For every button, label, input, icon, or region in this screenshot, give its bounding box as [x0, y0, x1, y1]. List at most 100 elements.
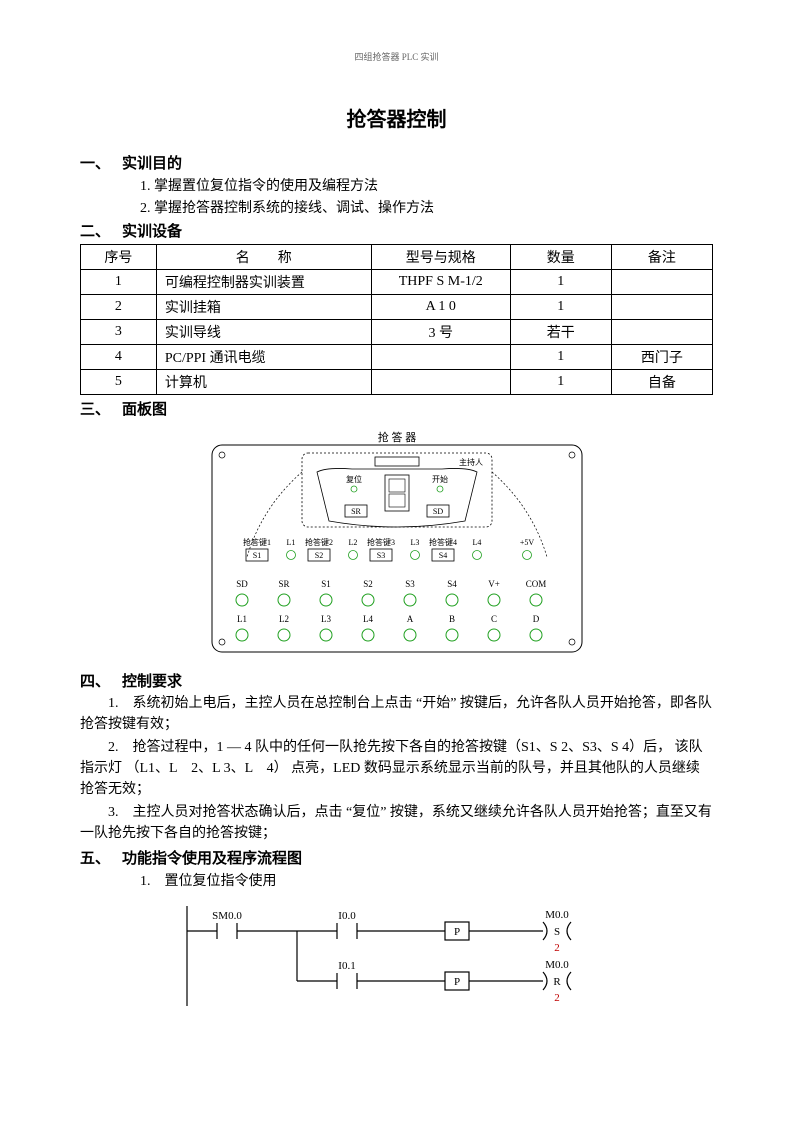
svg-text:复位: 复位 — [346, 474, 362, 484]
svg-text:S4: S4 — [447, 579, 457, 589]
svg-text:SR: SR — [351, 507, 361, 516]
svg-text:I0.0: I0.0 — [338, 910, 356, 922]
table-cell — [611, 270, 712, 295]
table-cell: 2 — [81, 295, 157, 320]
table-cell: 自备 — [611, 370, 712, 395]
s1-item-2: 2. 掌握抢答器控制系统的接线、调试、操作方法 — [140, 197, 713, 217]
svg-text:V+: V+ — [488, 579, 500, 589]
table-cell — [371, 370, 510, 395]
table-cell: 1 — [510, 295, 611, 320]
section-5-title: 功能指令使用及程序流程图 — [122, 851, 302, 867]
section-4-title: 控制要求 — [122, 674, 182, 690]
svg-text:C: C — [490, 614, 496, 624]
table-cell: 西门子 — [611, 345, 712, 370]
panel-diagram: 抢 答 器主持人复位开始SRSD抢答键1S1L1抢答键2S2L2抢答键3S3L3… — [80, 427, 713, 662]
svg-text:S1: S1 — [321, 579, 331, 589]
svg-text:SD: SD — [432, 507, 442, 516]
svg-text:SR: SR — [278, 579, 289, 589]
ladder-diagram: SM0.0I0.0PSM0.02I0.1PRM0.02 — [80, 896, 713, 1021]
svg-text:L4: L4 — [472, 538, 481, 547]
page-header: 四组抢答器 PLC 实训 — [80, 50, 713, 63]
svg-text:抢答键1: 抢答键1 — [243, 537, 271, 547]
section-5-num: 五、 — [80, 847, 122, 868]
table-row: 2实训挂箱A 1 01 — [81, 295, 713, 320]
svg-text:S2: S2 — [314, 551, 322, 560]
table-header: 序号 — [81, 245, 157, 270]
table-cell: 实训挂箱 — [156, 295, 371, 320]
svg-text:L2: L2 — [348, 538, 357, 547]
section-2-heading: 二、实训设备 — [80, 220, 713, 241]
section-1-heading: 一、实训目的 — [80, 152, 713, 173]
s1-item-1: 1. 掌握置位复位指令的使用及编程方法 — [140, 175, 713, 195]
table-row: 5计算机 1自备 — [81, 370, 713, 395]
section-1-num: 一、 — [80, 152, 122, 173]
table-cell — [611, 295, 712, 320]
table-cell: 实训导线 — [156, 320, 371, 345]
svg-text:S3: S3 — [376, 551, 384, 560]
svg-text:L2: L2 — [279, 614, 289, 624]
section-1-title: 实训目的 — [122, 156, 182, 172]
table-cell: 1 — [81, 270, 157, 295]
table-cell: 若干 — [510, 320, 611, 345]
s5-item-1: 1. 置位复位指令使用 — [140, 870, 713, 890]
table-cell: 3 号 — [371, 320, 510, 345]
svg-text:抢答键2: 抢答键2 — [305, 537, 333, 547]
svg-text:S4: S4 — [438, 551, 446, 560]
table-row: 4PC/PPI 通讯电缆1西门子 — [81, 345, 713, 370]
svg-text:L1: L1 — [286, 538, 295, 547]
section-2-title: 实训设备 — [122, 224, 182, 240]
svg-text:S: S — [553, 926, 559, 938]
table-cell: A 1 0 — [371, 295, 510, 320]
table-cell: 4 — [81, 345, 157, 370]
s4-p2: 2. 抢答过程中，1 — 4 队中的任何一队抢先按下各自的抢答按键（S1、S 2… — [80, 737, 713, 800]
section-4-heading: 四、控制要求 — [80, 670, 713, 691]
svg-text:2: 2 — [554, 992, 560, 1004]
section-5-heading: 五、功能指令使用及程序流程图 — [80, 847, 713, 868]
table-cell: 1 — [510, 370, 611, 395]
svg-text:M0.0: M0.0 — [545, 909, 569, 921]
svg-text:P: P — [453, 926, 459, 938]
svg-text:B: B — [448, 614, 454, 624]
table-cell: THPF S M-1/2 — [371, 270, 510, 295]
svg-text:抢 答 器: 抢 答 器 — [377, 430, 416, 444]
table-row: 3实训导线3 号若干 — [81, 320, 713, 345]
section-3-title: 面板图 — [122, 402, 167, 418]
table-header: 名 称 — [156, 245, 371, 270]
table-header: 型号与规格 — [371, 245, 510, 270]
section-4-num: 四、 — [80, 670, 122, 691]
table-cell: 5 — [81, 370, 157, 395]
svg-text:L1: L1 — [237, 614, 247, 624]
svg-text:开始: 开始 — [432, 474, 448, 484]
svg-text:A: A — [406, 614, 413, 624]
svg-text:D: D — [532, 614, 539, 624]
table-header: 备注 — [611, 245, 712, 270]
section-3-num: 三、 — [80, 398, 122, 419]
svg-text:SD: SD — [236, 579, 248, 589]
main-title: 抢答器控制 — [80, 103, 713, 132]
svg-text:S1: S1 — [252, 551, 260, 560]
table-cell: 1 — [510, 345, 611, 370]
svg-text:L3: L3 — [321, 614, 331, 624]
svg-text:COM: COM — [525, 579, 546, 589]
svg-text:S3: S3 — [405, 579, 415, 589]
table-cell: 计算机 — [156, 370, 371, 395]
svg-text:P: P — [453, 976, 459, 988]
table-cell: 3 — [81, 320, 157, 345]
table-cell — [371, 345, 510, 370]
svg-text:L3: L3 — [410, 538, 419, 547]
svg-text:R: R — [553, 976, 561, 988]
table-header: 数量 — [510, 245, 611, 270]
s4-p1: 1. 系统初始上电后，主控人员在总控制台上点击 “开始” 按键后，允许各队人员开… — [80, 693, 713, 735]
section-3-heading: 三、面板图 — [80, 398, 713, 419]
svg-text:SM0.0: SM0.0 — [212, 910, 242, 922]
equipment-table: 序号名 称型号与规格数量备注 1可编程控制器实训装置THPF S M-1/212… — [80, 244, 713, 395]
table-row: 1可编程控制器实训装置THPF S M-1/21 — [81, 270, 713, 295]
svg-text:L4: L4 — [363, 614, 373, 624]
table-cell — [611, 320, 712, 345]
s4-p3: 3. 主控人员对抢答状态确认后，点击 “复位” 按键，系统又继续允许各队人员开始… — [80, 802, 713, 844]
svg-text:M0.0: M0.0 — [545, 959, 569, 971]
table-cell: 1 — [510, 270, 611, 295]
svg-text:抢答键3: 抢答键3 — [367, 537, 395, 547]
svg-text:抢答键4: 抢答键4 — [429, 537, 457, 547]
table-cell: 可编程控制器实训装置 — [156, 270, 371, 295]
